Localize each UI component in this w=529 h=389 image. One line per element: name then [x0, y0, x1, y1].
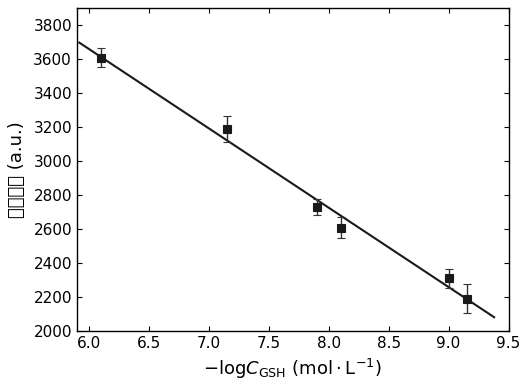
X-axis label: $-\mathrm{log}C_{\mathrm{GSH}}\ \mathrm{(mol \cdot L^{-1})}$: $-\mathrm{log}C_{\mathrm{GSH}}\ \mathrm{… — [203, 357, 382, 381]
Y-axis label: 荧光强度 (a.u.): 荧光强度 (a.u.) — [8, 121, 26, 218]
